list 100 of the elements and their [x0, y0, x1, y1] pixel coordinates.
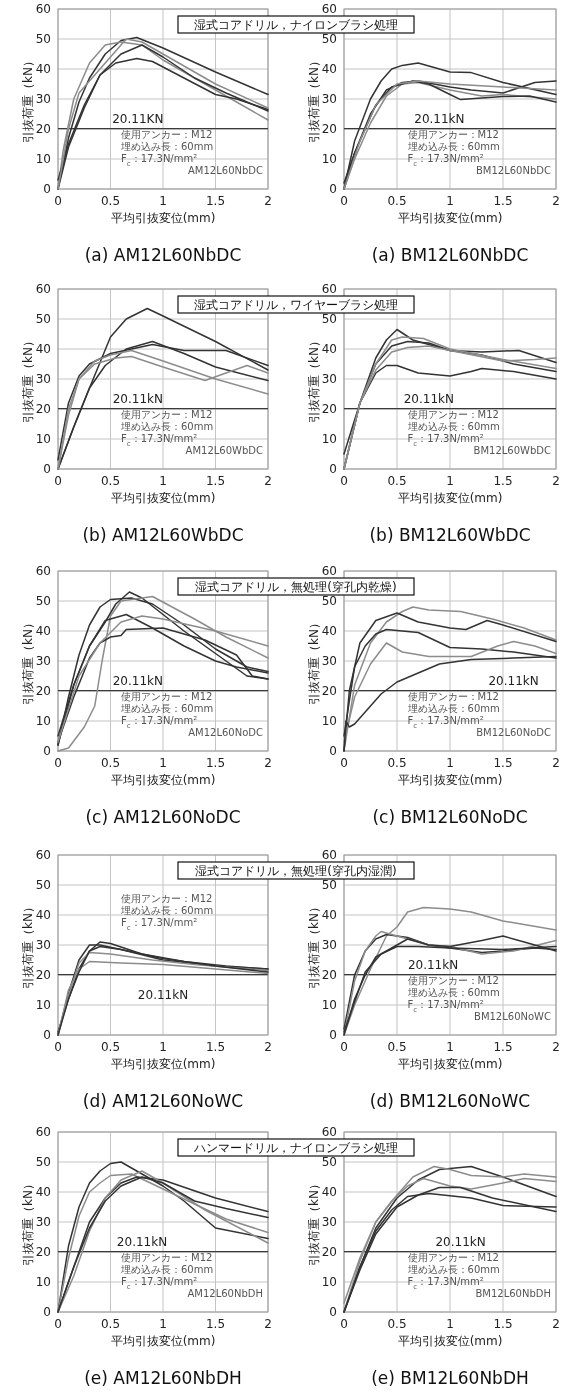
y-tick-label: 0: [43, 182, 51, 196]
text: (a) AM12L60NbDC: [84, 245, 242, 265]
y-tick-label: 40: [321, 342, 337, 356]
annotation: BM12L60NbDC: [475, 165, 552, 176]
y-axis-title: 引抜荷重（kN）: [21, 617, 35, 705]
annotation: 埋め込み長：60mm: [120, 1264, 214, 1275]
y-tick-label: 40: [35, 1185, 51, 1199]
x-tick-label: 0.5: [100, 756, 121, 770]
y-tick-label: 40: [35, 624, 51, 638]
y-tick-label: 20: [321, 968, 337, 982]
annotation: 使用アンカー：M12: [121, 893, 213, 904]
y-tick-label: 0: [329, 182, 337, 196]
y-tick-label: 60: [321, 848, 337, 862]
x-axis-title: 平均引抜変位(mm): [110, 773, 216, 787]
x-tick-label: 1: [446, 474, 454, 488]
y-tick-label: 50: [321, 32, 337, 46]
annotation: AM12L60WbDC: [185, 445, 263, 456]
annotation: 埋め込み長：60mm: [120, 421, 214, 432]
y-tick-label: 10: [321, 152, 337, 166]
y-tick-label: 30: [35, 92, 51, 106]
annotation: BM12L60NoWC: [474, 1011, 552, 1022]
x-tick-label: 0.5: [387, 474, 407, 488]
y-tick-label: 60: [321, 564, 337, 578]
text: (d) AM12L60NoWC: [82, 1091, 244, 1111]
y-tick-label: 60: [321, 1125, 337, 1139]
y-tick-label: 50: [321, 312, 337, 326]
y-tick-label: 60: [321, 2, 337, 16]
text: ハンマードリル，ナイロンブラシ処理: [193, 1141, 398, 1155]
x-tick-label: 0: [54, 756, 62, 770]
y-tick-label: 30: [35, 938, 51, 952]
text: (a) BM12L60NbDC: [371, 245, 529, 265]
y-axis-title: 引抜荷重（kN）: [21, 55, 35, 143]
y-axis-title: 引抜荷重（kN）: [307, 901, 321, 989]
x-tick-label: 1: [446, 756, 454, 770]
x-tick-label: 1: [446, 194, 454, 208]
y-tick-label: 30: [321, 92, 337, 106]
x-tick-label: 0: [54, 1317, 62, 1331]
y-tick-label: 0: [329, 1305, 337, 1319]
annotation: 使用アンカー：M12: [407, 409, 499, 420]
x-tick-label: 2: [552, 1040, 560, 1054]
y-tick-label: 10: [35, 714, 51, 728]
y-axis-title: 引抜荷重（kN）: [307, 1178, 321, 1266]
x-tick-label: 0: [54, 1040, 62, 1054]
ref-line-label: 20.11KN: [112, 111, 164, 126]
annotation: 使用アンカー：M12: [121, 129, 213, 140]
annotation: 埋め込み長：60mm: [406, 1264, 500, 1275]
y-tick-label: 30: [35, 372, 51, 386]
annotation: 埋め込み長：60mm: [120, 905, 214, 916]
y-tick-label: 50: [35, 594, 51, 608]
y-tick-label: 50: [321, 1155, 337, 1169]
x-axis-title: 平均引抜変位(mm): [110, 491, 216, 505]
y-tick-label: 0: [43, 1028, 51, 1042]
x-tick-label: 1.5: [493, 1040, 513, 1054]
annotation: 埋め込み長：60mm: [406, 987, 500, 998]
annotation: AM12L60NoDC: [188, 727, 264, 738]
text: 湿式コアドリル，ナイロンブラシ処理: [194, 18, 398, 32]
annotation: 使用アンカー：M12: [121, 1252, 213, 1263]
annotation: AM12L60NbDC: [188, 165, 264, 176]
x-tick-label: 0.5: [100, 194, 121, 208]
x-axis-title: 平均引抜変位(mm): [397, 1057, 503, 1071]
x-tick-label: 2: [552, 474, 560, 488]
annotation: 使用アンカー：M12: [121, 409, 213, 420]
y-tick-label: 0: [43, 1305, 51, 1319]
x-tick-label: 2: [264, 1040, 272, 1054]
y-tick-label: 20: [321, 684, 337, 698]
y-tick-label: 10: [35, 432, 51, 446]
x-axis-title: 平均引抜変位(mm): [397, 1334, 503, 1348]
text: (d) BM12L60NoWC: [369, 1091, 531, 1111]
y-tick-label: 60: [35, 2, 51, 16]
text: (b) BM12L60WbDC: [369, 525, 531, 545]
x-axis-title: 平均引抜変位(mm): [397, 491, 503, 505]
y-tick-label: 30: [321, 1215, 337, 1229]
x-tick-label: 1.5: [493, 194, 513, 208]
annotation: BM12L60NoDC: [476, 727, 552, 738]
x-tick-label: 2: [264, 756, 272, 770]
y-tick-label: 60: [35, 282, 51, 296]
y-tick-label: 40: [321, 624, 337, 638]
y-tick-label: 40: [35, 908, 51, 922]
annotation: 埋め込み長：60mm: [406, 141, 500, 152]
x-tick-label: 0: [340, 1317, 348, 1331]
y-tick-label: 10: [35, 998, 51, 1012]
x-axis-title: 平均引抜変位(mm): [397, 211, 503, 225]
y-tick-label: 10: [321, 432, 337, 446]
x-tick-label: 0.5: [387, 194, 407, 208]
x-tick-label: 0.5: [100, 474, 121, 488]
x-tick-label: 1: [159, 474, 167, 488]
y-axis-title: 引抜荷重（kN）: [21, 901, 35, 989]
x-tick-label: 0: [54, 474, 62, 488]
y-tick-label: 40: [35, 62, 51, 76]
x-tick-label: 1.5: [205, 194, 226, 208]
y-tick-label: 20: [35, 684, 51, 698]
y-tick-label: 40: [35, 342, 51, 356]
annotation: 使用アンカー：M12: [121, 691, 213, 702]
x-tick-label: 1: [446, 1040, 454, 1054]
y-tick-label: 0: [329, 1028, 337, 1042]
y-axis-title: 引抜荷重（kN）: [307, 335, 321, 423]
x-tick-label: 0.5: [100, 1317, 121, 1331]
ref-line-label: 20.11kN: [488, 673, 539, 688]
annotation: 埋め込み長：60mm: [406, 421, 500, 432]
x-tick-label: 2: [552, 756, 560, 770]
